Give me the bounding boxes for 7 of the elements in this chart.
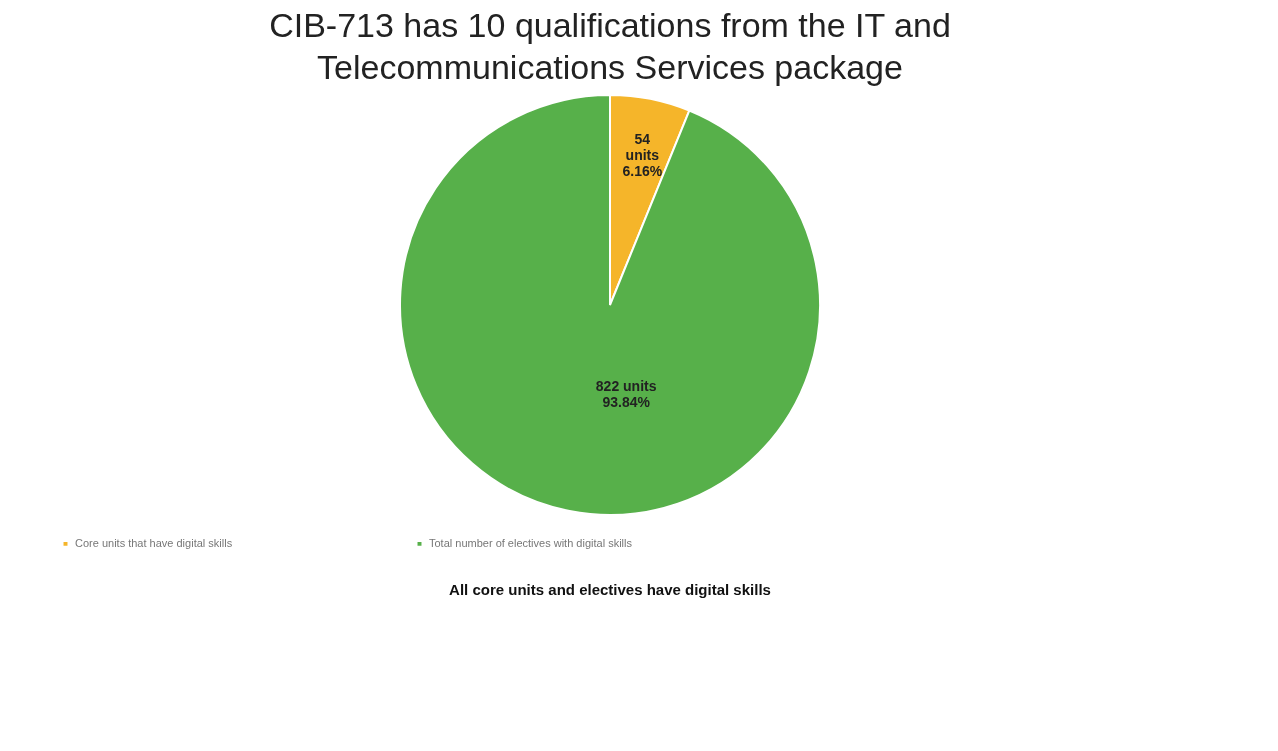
- legend-label: Core units that have digital skills: [75, 536, 233, 549]
- text: All core units and electives have digital skills: [449, 581, 771, 598]
- chart-title: CIB-713 has 10 qualifications from the IT and Telecommunications Services package: [269, 6, 951, 86]
- pie-slice: [399, 94, 821, 516]
- data-label: 822 units 93.84%: [595, 378, 657, 411]
- legend-label: Total number of electives with digital skills: [429, 536, 633, 549]
- data-label: 54 units 6.16%: [622, 131, 663, 180]
